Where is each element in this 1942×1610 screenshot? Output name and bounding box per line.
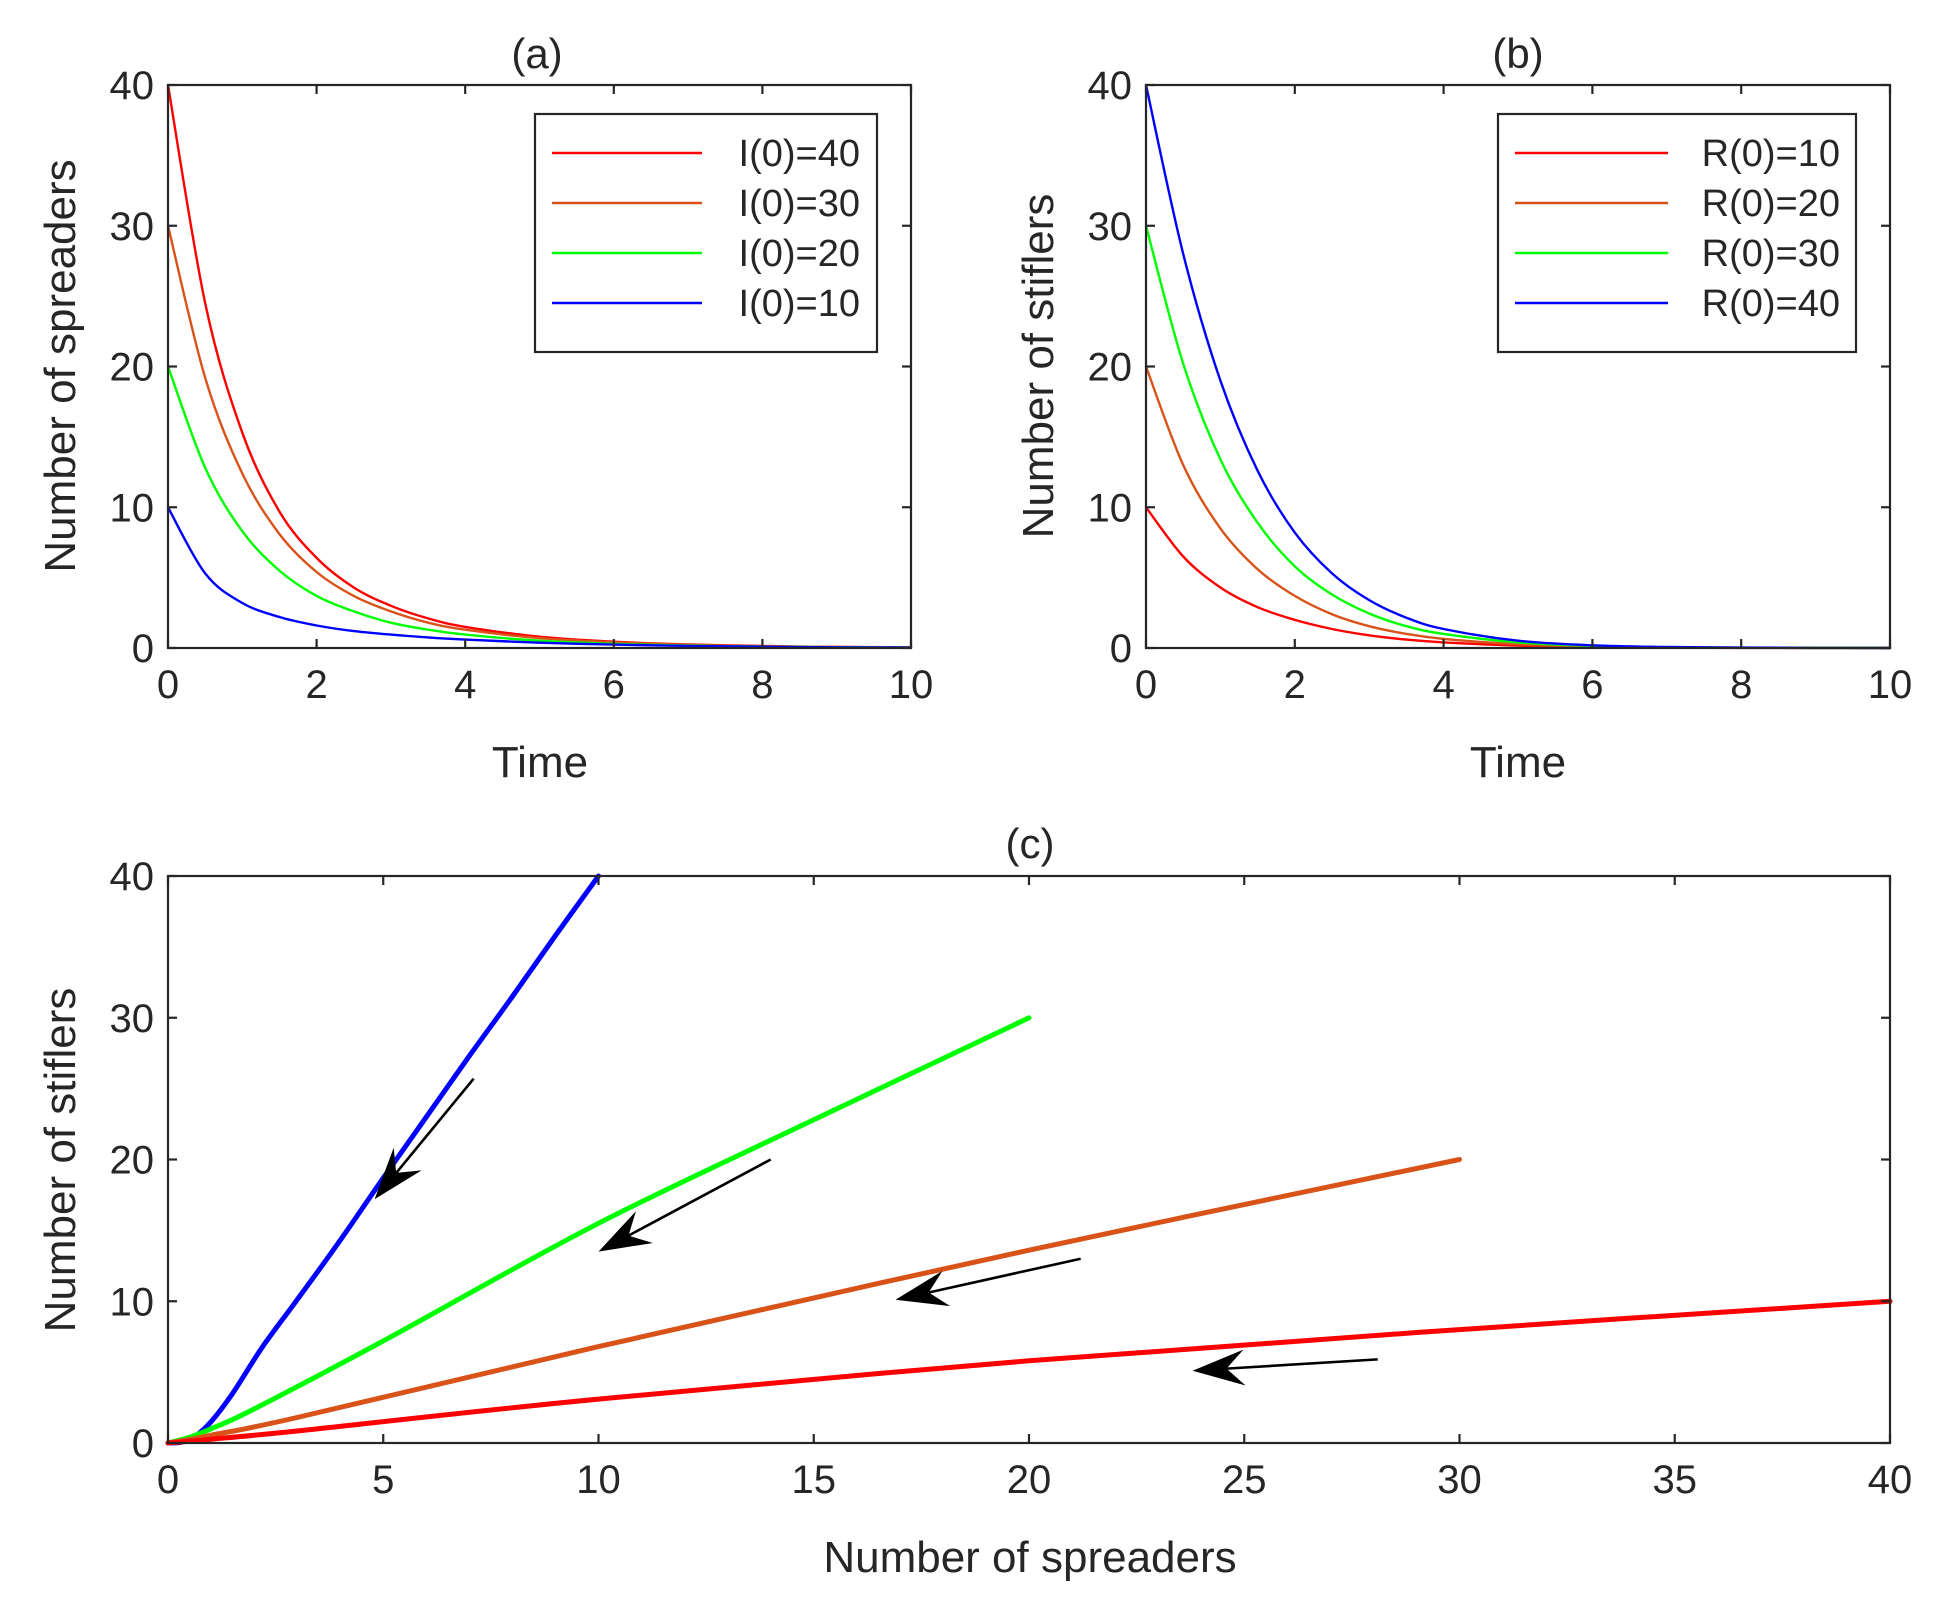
panel-c-x-label: Number of spreaders — [823, 1533, 1236, 1582]
panel-a-title: (a) — [511, 30, 562, 77]
x-tick-label: 20 — [1007, 1458, 1052, 1502]
legend-entry: I(0)=10 — [739, 283, 860, 325]
y-tick-label: 30 — [110, 205, 155, 249]
arrow-head-icon — [1192, 1349, 1246, 1386]
legend-entry: I(0)=30 — [739, 183, 860, 225]
x-tick-label: 0 — [157, 663, 179, 707]
y-tick-label: 40 — [1088, 64, 1133, 108]
legend-entry: I(0)=40 — [739, 133, 860, 175]
panel-c-title: (c) — [1006, 820, 1055, 867]
legend-entry: R(0)=10 — [1702, 133, 1840, 175]
x-tick-label: 8 — [1730, 663, 1752, 707]
y-tick-label: 10 — [110, 486, 155, 530]
arrow-head-icon — [598, 1211, 653, 1252]
x-tick-label: 6 — [1581, 663, 1603, 707]
panel-a-ticks: 0 2 4 6 8 10 0 10 20 30 40 — [110, 64, 934, 707]
y-tick-label: 0 — [1110, 627, 1132, 671]
x-tick-label: 40 — [1868, 1458, 1913, 1502]
panel-c-ticks: 0 5 10 15 20 25 30 35 40 0 10 20 30 40 — [110, 855, 1913, 1502]
x-tick-label: 0 — [157, 1458, 179, 1502]
y-tick-label: 20 — [1088, 346, 1133, 390]
panel-b-x-label: Time — [1470, 738, 1566, 787]
panel-a-axes — [166, 83, 913, 650]
series-line-2 — [165, 1015, 1032, 1446]
panel-c-axes — [166, 874, 1892, 1445]
panel-c-arrows — [374, 1077, 1378, 1386]
panel-b: (b) 0 2 4 6 8 10 0 10 20 30 40 Time Number of stif… — [1014, 30, 1912, 787]
panel-b-legend: R(0)=10 R(0)=20 R(0)=30 R(0)=40 — [1496, 112, 1858, 354]
x-tick-label: 15 — [792, 1458, 837, 1502]
x-tick-label: 35 — [1653, 1458, 1698, 1502]
arrow-shaft — [395, 1077, 475, 1174]
y-tick-label: 20 — [110, 346, 155, 390]
series-line-3 — [165, 1157, 1462, 1446]
panel-a: (a) 0 2 4 6 8 10 0 10 20 30 40 Time Number of spre… — [36, 30, 933, 787]
x-tick-label: 10 — [576, 1458, 621, 1502]
legend-entry: R(0)=40 — [1702, 283, 1840, 325]
y-tick-label: 40 — [110, 64, 155, 108]
x-tick-label: 30 — [1437, 1458, 1482, 1502]
panel-a-y-label: Number of spreaders — [36, 159, 85, 572]
series-line-4 — [165, 1298, 1893, 1446]
x-tick-label: 0 — [1135, 663, 1157, 707]
y-tick-label: 20 — [110, 1139, 155, 1183]
arrow-head-icon — [895, 1271, 951, 1307]
panel-b-y-label: Number of stiflers — [1014, 194, 1063, 539]
y-tick-label: 0 — [132, 627, 154, 671]
y-tick-label: 0 — [132, 1422, 154, 1466]
x-tick-label: 5 — [372, 1458, 394, 1502]
y-tick-label: 10 — [1088, 486, 1133, 530]
y-tick-label: 30 — [1088, 205, 1133, 249]
x-tick-label: 8 — [751, 663, 773, 707]
panel-b-axes — [1144, 83, 1892, 650]
panel-a-legend: I(0)=40 I(0)=30 I(0)=20 I(0)=10 — [533, 112, 879, 354]
x-tick-label: 10 — [1868, 663, 1913, 707]
panel-c: (c) 0 5 10 15 20 25 30 35 40 0 10 20 30 40 Number of … — [36, 820, 1912, 1582]
panel-a-plot — [166, 83, 913, 649]
x-tick-label: 2 — [1284, 663, 1306, 707]
arrow-head-icon — [374, 1147, 422, 1200]
x-tick-label: 6 — [603, 663, 625, 707]
panel-c-y-label: Number of stiflers — [36, 988, 85, 1333]
legend-entry: R(0)=20 — [1702, 183, 1840, 225]
panel-c-plot — [165, 873, 1893, 1446]
y-tick-label: 10 — [110, 1280, 155, 1324]
arrow-shaft — [1226, 1358, 1378, 1370]
x-tick-label: 2 — [305, 663, 327, 707]
arrow-shaft — [627, 1158, 772, 1237]
x-tick-label: 4 — [454, 663, 476, 707]
series-line-4 — [166, 506, 913, 649]
arrow-shaft — [928, 1257, 1081, 1294]
x-tick-label: 4 — [1432, 663, 1454, 707]
y-tick-label: 30 — [110, 997, 155, 1041]
panel-b-title: (b) — [1492, 30, 1543, 77]
legend-entry: I(0)=20 — [739, 233, 860, 275]
y-tick-label: 40 — [110, 855, 155, 899]
x-tick-label: 25 — [1222, 1458, 1267, 1502]
panel-b-ticks: 0 2 4 6 8 10 0 10 20 30 40 — [1088, 64, 1913, 707]
x-tick-label: 10 — [889, 663, 934, 707]
panel-a-x-label: Time — [492, 738, 588, 787]
legend-entry: R(0)=30 — [1702, 233, 1840, 275]
